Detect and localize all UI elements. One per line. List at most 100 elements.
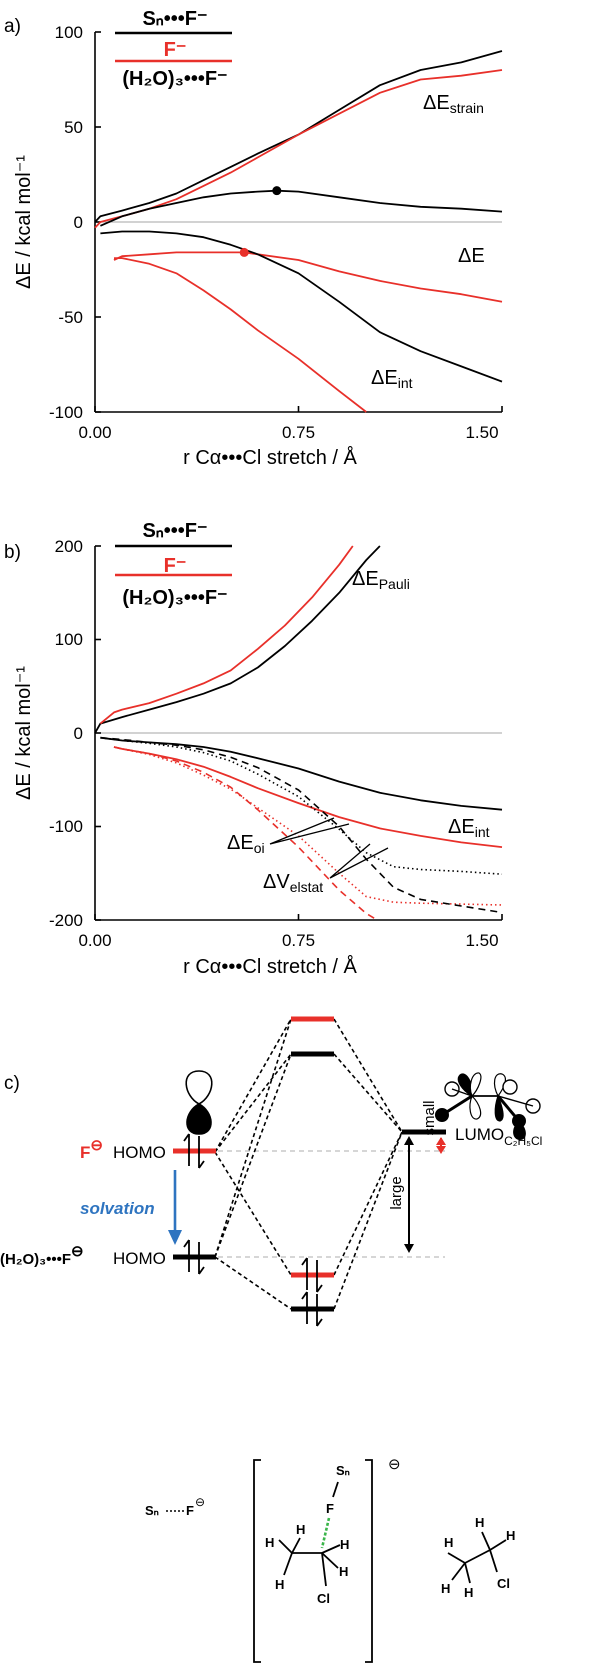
panel-c: c) F⊖ [0, 1016, 542, 1663]
sn-f-molecule: Sₙ F ⊖ [145, 1495, 205, 1518]
plot-area-b [94, 545, 503, 921]
series-line-a-4 [100, 230, 503, 383]
electron-pair-icon [301, 1257, 323, 1293]
sigma-star-orbital-icon [435, 1072, 541, 1140]
series-line-b-0 [94, 545, 381, 734]
x-tick-label-b: 0.00 [78, 931, 111, 950]
plot-area-a [94, 50, 503, 413]
correlation-line [214, 1256, 292, 1310]
solvation-label: solvation [80, 1199, 155, 1218]
x-axis-label-b: r Cα•••Cl stretch / Å [183, 955, 357, 978]
panel-a-label: a) [4, 16, 21, 37]
h-atom-label: H [340, 1537, 349, 1552]
electron-pair-icon [183, 1239, 205, 1275]
series-line-a-5 [114, 257, 367, 413]
label-delta-e-pauli: ΔEPauli [352, 568, 410, 592]
x-tick-label-a: 1.50 [465, 423, 498, 442]
series-line-a-2 [100, 189, 503, 227]
sn-atom-label: Sₙ [336, 1463, 350, 1478]
x-tick-label-a: 0.00 [78, 423, 111, 442]
series-line-b-7 [113, 746, 378, 921]
correlation-line [214, 1018, 292, 1258]
legend-b-f: F⁻ [164, 555, 187, 577]
elstat-leader-lines [329, 843, 389, 879]
correlation-line [214, 1151, 292, 1276]
series-line-a-3 [113, 251, 503, 303]
cl-atom-label: Cl [317, 1591, 330, 1606]
h-atom-label: H [339, 1564, 348, 1579]
sn-atom-label: Sₙ [145, 1503, 159, 1518]
series-line-b-5 [113, 746, 503, 906]
left-bracket [253, 1459, 261, 1663]
correlation-line [333, 1131, 403, 1310]
transition-state-complex: ⊖ Sₙ F H H H H H Cl [253, 1456, 401, 1663]
y-tick-label-b: 100 [55, 630, 83, 649]
panel-c-label: c) [4, 1073, 20, 1094]
x-tick-label-b: 0.75 [282, 931, 315, 950]
maximum-point-a-1 [239, 247, 249, 257]
h-atom-label: H [464, 1585, 473, 1600]
y-tick-label-a: 50 [64, 118, 83, 137]
y-tick-label-b: 0 [74, 724, 83, 743]
legend-a-sn-f: Sₙ•••F⁻ [142, 8, 207, 30]
charge-label: ⊖ [195, 1495, 205, 1509]
panel-b-label: b) [4, 542, 21, 563]
label-delta-e-strain: ΔEstrain [423, 92, 484, 116]
x-tick-label-a: 0.75 [282, 423, 315, 442]
panel-b: b) Sₙ•••F⁻ F⁻ (H₂O)₃•••F⁻ 200 100 0 -100… [4, 520, 503, 978]
oi-leader-lines [269, 817, 350, 845]
y-tick-label-a: -100 [49, 403, 83, 422]
h-atom-label: H [265, 1535, 274, 1550]
forming-bond [320, 1517, 331, 1549]
large-gap-arrow-icon [404, 1136, 414, 1253]
panel-a: a) Sₙ•••F⁻ F⁻ (H₂O)₃•••F⁻ 100 50 0 -50 -… [4, 8, 503, 469]
label-delta-e: ΔE [458, 245, 485, 267]
correlation-line [333, 1053, 403, 1133]
h-atom-label: H [444, 1535, 453, 1550]
y-tick-label-b: 200 [55, 537, 83, 556]
cl-atom-label: Cl [497, 1576, 510, 1591]
correlation-line [333, 1131, 403, 1276]
y-tick-label-a: -50 [58, 308, 83, 327]
series-line-b-3 [113, 746, 503, 848]
series-line-b-6 [100, 736, 503, 914]
correlation-line [214, 1053, 292, 1258]
f-anion-label: F⊖ [80, 1137, 103, 1162]
panel-a-legend: Sₙ•••F⁻ F⁻ (H₂O)₃•••F⁻ [115, 8, 232, 90]
ethyl-chloride-molecule: H H H H H Cl [441, 1515, 515, 1600]
maximum-point-a-0 [272, 186, 282, 196]
f-atom-label: F [186, 1503, 194, 1518]
series-line-a-0 [94, 50, 503, 223]
y-axis-label-b: ΔE / kcal mol⁻¹ [13, 666, 35, 800]
legend-a-f: F⁻ [164, 39, 187, 61]
lumo-label: LUMOC₂H₅Cl [455, 1125, 542, 1148]
right-bracket [365, 1459, 373, 1663]
legend-b-sn-f: Sₙ•••F⁻ [142, 520, 207, 542]
h-atom-label: H [506, 1528, 515, 1543]
solvated-f-label: (H₂O)₃•••F⊖ [0, 1243, 84, 1268]
small-gap-label: small [421, 1100, 438, 1135]
legend-a-h2o-f: (H₂O)₃•••F⁻ [122, 68, 227, 90]
correlation-line [333, 1018, 403, 1133]
y-axis-label-a: ΔE / kcal mol⁻¹ [13, 155, 35, 289]
h-atom-label: H [441, 1581, 450, 1596]
panel-b-legend: Sₙ•••F⁻ F⁻ (H₂O)₃•••F⁻ [115, 520, 232, 609]
solvated-homo-label: HOMO [113, 1249, 166, 1268]
x-axis-label-a: r Cα•••Cl stretch / Å [183, 446, 357, 469]
label-delta-e-int-b: ΔEint [448, 816, 490, 840]
y-tick-label-a: 100 [55, 23, 83, 42]
correlation-line [214, 1053, 292, 1153]
x-tick-label-b: 1.50 [465, 931, 498, 950]
p-orbital-icon [185, 1070, 213, 1135]
small-gap-arrow-icon [436, 1137, 446, 1154]
electron-pair-icon [183, 1133, 205, 1169]
correlation-line [214, 1018, 292, 1153]
electron-pair-icon [301, 1291, 323, 1327]
h-atom-label: H [475, 1515, 484, 1530]
legend-b-h2o-f: (H₂O)₃•••F⁻ [122, 587, 227, 609]
label-delta-v-elstat: ΔVelstat [263, 871, 323, 895]
f-homo-label: HOMO [113, 1143, 166, 1162]
y-tick-label-b: -200 [49, 911, 83, 930]
series-line-b-1 [99, 545, 354, 725]
